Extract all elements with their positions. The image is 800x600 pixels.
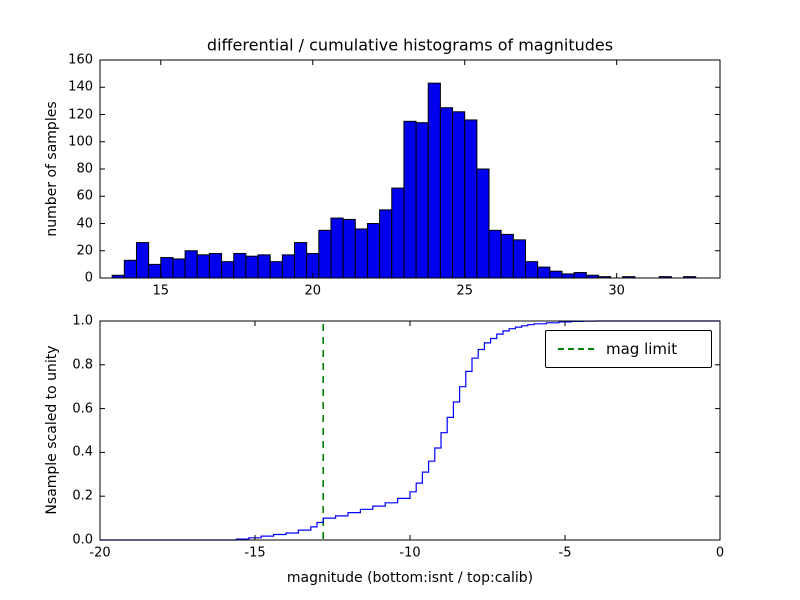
- histogram-bar: [294, 242, 308, 279]
- top-y-tick-label: 60: [76, 188, 93, 204]
- top-y-tick-label: 40: [76, 216, 93, 231]
- histogram-bar: [257, 254, 271, 279]
- legend: mag limit: [545, 330, 712, 368]
- histogram-bar: [281, 254, 296, 279]
- bottom-y-tick-label: 1.0: [72, 313, 93, 329]
- top-y-tick-label: 140: [68, 79, 93, 95]
- histogram-bar: [123, 259, 137, 279]
- bottom-ylabel: Nsample scaled to unity: [44, 345, 60, 515]
- bottom-x-tick-label: -5: [558, 545, 572, 561]
- top-y-tick-label: 80: [76, 161, 93, 177]
- histogram-bar: [391, 187, 405, 279]
- histogram-bar: [524, 261, 539, 279]
- bottom-x-tick-label: 0: [715, 545, 725, 561]
- histogram-bar: [245, 255, 259, 279]
- histogram-bar: [208, 252, 223, 279]
- histogram-bar: [330, 217, 344, 279]
- top-y-tick-label: 100: [68, 134, 93, 150]
- histogram-bar: [537, 266, 551, 279]
- histogram-bar: [148, 263, 162, 279]
- bottom-x-tick-label: -20: [89, 545, 111, 561]
- top-ylabel: number of samples: [44, 101, 60, 237]
- top-y-tick-label: 160: [68, 52, 93, 68]
- mag-limit-legend-line-icon: [558, 348, 594, 350]
- bottom-y-tick-label: 0.8: [72, 357, 93, 373]
- histogram-bar: [561, 273, 575, 279]
- histogram-bar: [354, 228, 368, 279]
- figure-title: differential / cumulative histograms of …: [206, 35, 614, 55]
- top-x-tick-label: 25: [456, 283, 473, 299]
- bottom-y-tick-label: 0.6: [72, 401, 93, 417]
- top-y-tick-label: 0: [84, 270, 93, 286]
- histogram-bar: [342, 218, 356, 279]
- top-x-tick-label: 15: [152, 283, 170, 299]
- histogram-bar: [512, 239, 526, 279]
- histogram-bar: [269, 261, 283, 279]
- histogram-bar: [318, 229, 332, 279]
- bottom-x-tick-label: -15: [244, 545, 266, 561]
- bottom-xlabel: magnitude (bottom:isnt / top:calib): [286, 570, 534, 586]
- histogram-bar: [476, 168, 490, 279]
- cumulative-step-line: [100, 320, 720, 541]
- histogram-bar: [366, 223, 381, 279]
- histogram-bar: [573, 272, 587, 279]
- histogram-bar: [452, 111, 466, 279]
- top-y-tick-label: 20: [76, 243, 93, 259]
- histogram-bar: [488, 229, 502, 279]
- bottom-y-tick-label: 0.0: [72, 532, 93, 548]
- histogram-bar: [464, 119, 478, 279]
- bottom-y-tick-label: 0.4: [72, 444, 93, 460]
- histogram-bar: [427, 82, 441, 279]
- histogram-bar: [379, 209, 393, 279]
- top-x-tick-label: 20: [304, 283, 322, 299]
- histogram-bar: [196, 254, 210, 279]
- histogram-bar: [160, 257, 174, 279]
- top-y-tick-label: 120: [68, 107, 93, 122]
- histogram-bar: [415, 122, 429, 279]
- histogram-bar: [221, 261, 235, 279]
- legend-label: mag limit: [606, 340, 678, 358]
- histogram-bar: [500, 233, 514, 279]
- histogram-bar: [172, 258, 186, 279]
- bottom-x-tick-label: -10: [399, 545, 421, 561]
- histogram-bar: [439, 107, 454, 279]
- histogram-bar: [184, 250, 198, 279]
- histogram-bar: [233, 252, 247, 279]
- histogram-bar: [135, 242, 150, 279]
- bottom-y-tick-label: 0.2: [72, 488, 93, 504]
- histogram-bar: [403, 120, 417, 279]
- histogram-bar: [549, 270, 563, 279]
- top-x-tick-label: 30: [608, 283, 625, 299]
